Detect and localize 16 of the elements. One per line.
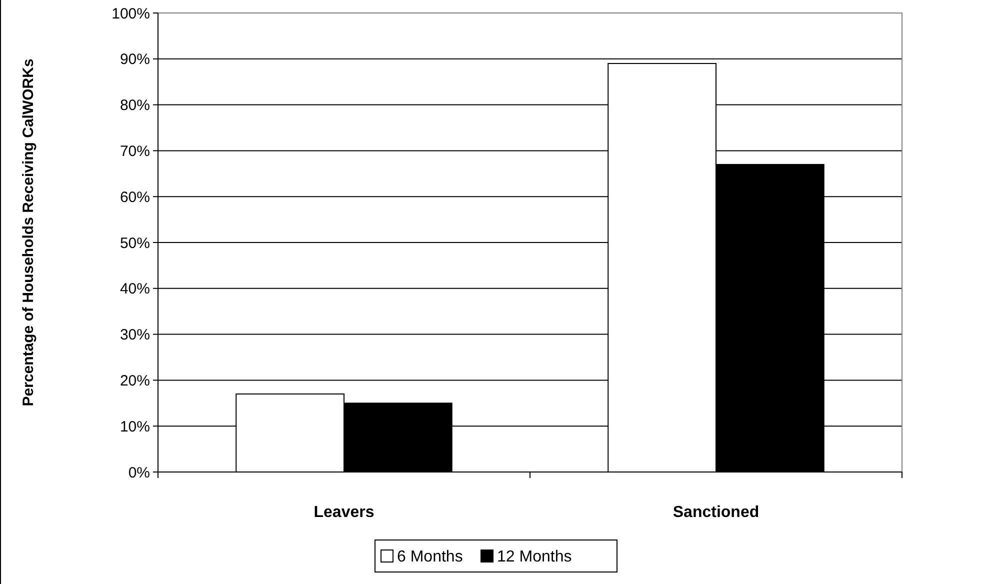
y-tick-label: 70%: [120, 142, 150, 160]
y-tick-label: 40%: [120, 280, 150, 298]
legend-label: 12 Months: [497, 548, 572, 566]
y-tick-label: 80%: [120, 97, 150, 114]
y-tick-label: 100%: [112, 5, 150, 22]
y-axis-title: Percentage of Households Receiving CalWORKs: [20, 58, 37, 406]
legend-label: 6 Months: [397, 548, 463, 566]
y-tick-label: 30%: [120, 326, 150, 344]
y-tick-label: 0%: [128, 464, 150, 482]
x-tick-label: Leavers: [314, 504, 374, 521]
y-tick-label: 10%: [120, 418, 150, 436]
y-tick-label: 90%: [120, 51, 150, 68]
x-tick-label: Sanctioned: [672, 504, 760, 521]
y-tick-label: 60%: [120, 188, 150, 206]
y-tick-label: 50%: [120, 234, 150, 252]
y-tick-label: 20%: [120, 372, 150, 390]
